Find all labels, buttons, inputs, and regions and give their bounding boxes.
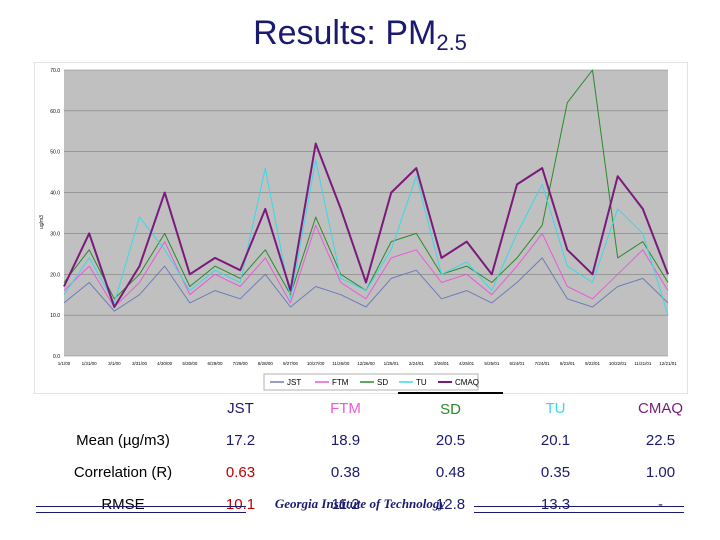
statistics-table: JST FTM SD TU CMAQ Mean (µg/m3) 17.2 18.… — [58, 392, 713, 520]
chart-legend: JST FTM SD TU CMAQ — [263, 373, 479, 391]
cell-value: 0.63 — [225, 463, 256, 481]
footer-rule-right — [474, 506, 684, 513]
x-tick-label: 3/26/01 — [434, 361, 450, 366]
x-tick-label: 4/25/01 — [459, 361, 475, 366]
cell-value: 20.5 — [435, 431, 466, 449]
y-tick-label: 0.0 — [53, 354, 60, 360]
x-tick-label: 8/23/01 — [560, 361, 576, 366]
series-layer — [63, 69, 669, 316]
x-tick-label: 11/21/01 — [634, 361, 652, 366]
header-cell-ftm: FTM — [330, 400, 361, 417]
header-cell-empty — [58, 393, 188, 424]
title-subscript: 2.5 — [436, 30, 467, 55]
series-line-cmaq — [63, 142, 669, 308]
y-tick-label: 40.0 — [50, 191, 60, 197]
y-tick-label: 70.0 — [50, 68, 60, 74]
cell-value: 10.1 — [225, 495, 256, 513]
pm25-timeseries-chart: 0.010.020.030.040.050.060.070.0 1/1/00 1/… — [34, 62, 688, 394]
plot-area — [64, 70, 668, 356]
x-tick-label: 2/24/01 — [409, 361, 425, 366]
cell-value: 12.8 — [435, 495, 466, 513]
row-label: Correlation (R) — [73, 463, 173, 481]
cell-value: 22.5 — [645, 431, 676, 449]
table-row-correlation: Correlation (R) 0.63 0.38 0.48 0.35 1.00 — [58, 456, 713, 488]
legend-entry: FTM — [332, 378, 349, 387]
cell-value: - — [658, 495, 663, 513]
title-main: Results: PM — [253, 14, 437, 52]
x-tick-label: 9/22/01 — [585, 361, 601, 366]
row-label: Mean (µg/m3) — [76, 431, 170, 449]
series-line-tu — [63, 159, 669, 316]
cell-value: 18.9 — [330, 431, 361, 449]
x-tick-label: 6/24/01 — [509, 361, 525, 366]
header-cell-sd: SD — [398, 392, 503, 424]
legend-entry: JST — [287, 378, 301, 387]
x-tick-label: 7/24/01 — [535, 361, 551, 366]
cell-value: 0.48 — [435, 463, 466, 481]
series-line-ftm — [63, 224, 669, 308]
x-tick-label: 5/25/01 — [484, 361, 500, 366]
footer-rule-left — [36, 506, 246, 513]
series-line-jst — [63, 257, 669, 312]
x-tick-label: 4/30/00 — [157, 361, 173, 366]
y-tick-label: 50.0 — [50, 150, 60, 156]
cell-value: 0.35 — [540, 463, 571, 481]
x-tick-label: 12/21/01 — [659, 361, 677, 366]
header-cell-cmaq: CMAQ — [638, 400, 683, 417]
table-header-row: JST FTM SD TU CMAQ — [58, 392, 713, 424]
x-tick-label: 1/1/00 — [58, 361, 71, 366]
y-tick-label: 10.0 — [50, 313, 60, 319]
y-tick-label: 20.0 — [50, 272, 60, 278]
table-row-mean: Mean (µg/m3) 17.2 18.9 20.5 20.1 22.5 — [58, 424, 713, 456]
x-tick-label: 10/22/01 — [609, 361, 627, 366]
x-tick-label: 7/29/00 — [233, 361, 249, 366]
y-tick-label: 60.0 — [50, 109, 60, 115]
cell-value: 0.38 — [330, 463, 361, 481]
x-tick-label: 3/1/00 — [108, 361, 121, 366]
x-tick-labels: 1/1/00 1/31/00 3/1/00 3/31/00 4/30/00 5/30/00… — [58, 361, 678, 366]
x-tick-label: 8/28/00 — [258, 361, 274, 366]
legend-entry: TU — [416, 378, 427, 387]
x-tick-label: 10/27/00 — [307, 361, 325, 366]
x-tick-label: 1/25/01 — [384, 361, 400, 366]
legend-entry: SD — [377, 378, 388, 387]
x-tick-label: 6/29/00 — [207, 361, 223, 366]
x-tick-label: 9/27/00 — [283, 361, 299, 366]
slide-title: Results: PM2.5 — [0, 14, 720, 56]
header-cell-tu: TU — [545, 400, 566, 417]
y-tick-label: 30.0 — [50, 231, 60, 237]
row-label: RMSE — [101, 495, 145, 513]
x-tick-label: 11/26/00 — [332, 361, 350, 366]
x-tick-label: 12/26/00 — [357, 361, 375, 366]
table-row-rmse: RMSE 10.1 11.2 12.8 13.3 - — [58, 488, 713, 520]
footer-institution: Georgia Institute of Technology — [274, 496, 446, 511]
cell-value: 17.2 — [225, 431, 256, 449]
y-tick-labels: 0.0 10.0 20.0 30.0 40.0 50.0 60.0 70.0 — [50, 68, 60, 360]
x-tick-label: 1/31/00 — [82, 361, 98, 366]
cell-value: 1.00 — [645, 463, 676, 481]
cell-value: 13.3 — [540, 495, 571, 513]
x-tick-label: 3/31/00 — [132, 361, 148, 366]
cell-value: 20.1 — [540, 431, 571, 449]
x-tick-label: 5/30/00 — [182, 361, 198, 366]
y-axis-label: ug/m3 — [39, 215, 45, 229]
cell-value: 11.2 — [331, 495, 360, 513]
legend-entry: CMAQ — [455, 378, 479, 387]
header-cell-jst: JST — [227, 400, 254, 417]
